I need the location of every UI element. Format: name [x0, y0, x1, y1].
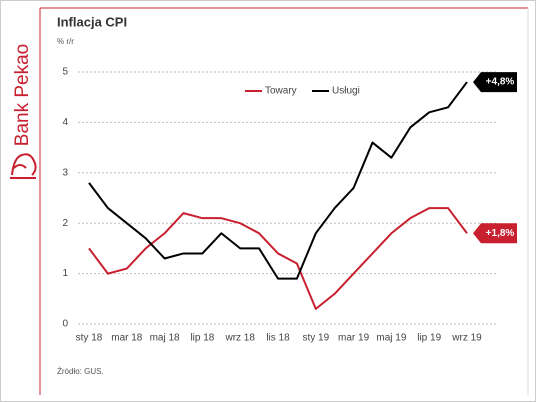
brand: Bank Pekao [12, 44, 33, 146]
x-tick-label: mar 18 [111, 333, 143, 344]
series-line [88, 207, 468, 310]
x-tick-label: lis 18 [266, 333, 290, 344]
legend-label: Towary [265, 86, 297, 97]
end-label: +1,8% [486, 228, 515, 239]
subtitle: % r/r [57, 37, 74, 46]
x-tick-label: maj 18 [150, 333, 180, 344]
y-tick-label: 4 [62, 117, 68, 128]
x-tick-label: wrz 18 [224, 333, 255, 344]
y-tick-label: 5 [62, 67, 68, 78]
y-tick-label: 2 [62, 218, 68, 229]
source: Źródło: GUS. [57, 367, 104, 376]
x-tick-label: wrz 19 [451, 333, 482, 344]
legend-label: Usługi [332, 86, 360, 97]
x-tick-label: maj 19 [376, 333, 406, 344]
y-tick-label: 3 [62, 167, 68, 178]
end-label: +4,8% [486, 77, 515, 88]
x-tick-label: lip 19 [417, 333, 441, 344]
chart-title: Inflacja CPI [57, 14, 127, 29]
x-tick-label: mar 19 [338, 333, 370, 344]
y-tick-label: 0 [62, 319, 68, 330]
end-tag [473, 223, 517, 244]
series-line [88, 81, 468, 280]
x-tick-label: lip 18 [190, 333, 214, 344]
y-tick-label: 1 [62, 268, 68, 279]
end-tag [473, 72, 517, 93]
x-tick-label: sty 18 [76, 333, 103, 344]
logo [10, 153, 37, 179]
x-tick-label: sty 19 [302, 333, 329, 344]
